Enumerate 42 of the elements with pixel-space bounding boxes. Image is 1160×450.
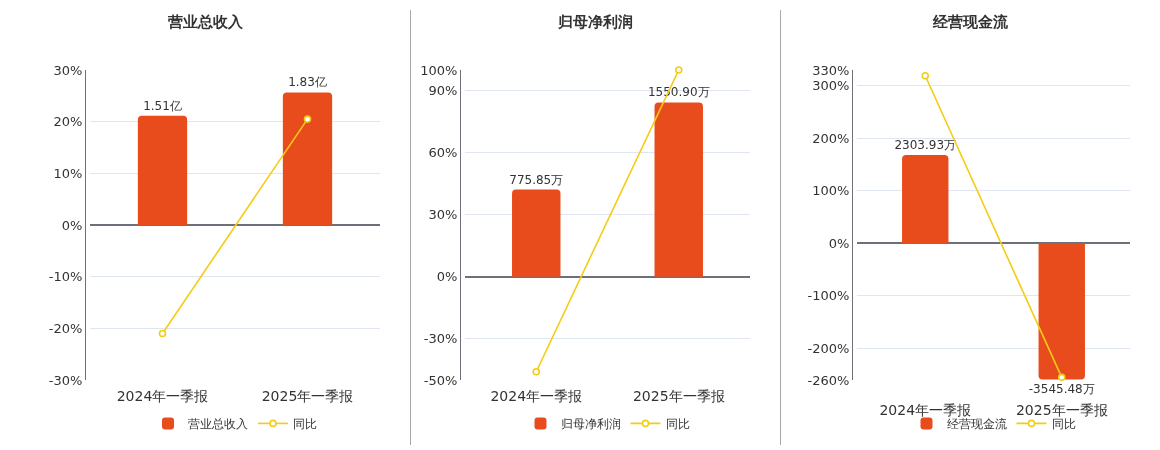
x-tick-label: 2024年一季报 (879, 402, 972, 418)
x-tick-label: 2025年一季报 (632, 388, 725, 404)
chart-title: 营业总收入 (166, 13, 244, 32)
y-tick-label: -30% (48, 372, 83, 388)
y-tick-label: -10% (48, 269, 83, 285)
y-tick-label: 20% (53, 114, 83, 130)
y-tick-label: 30% (53, 62, 83, 78)
y-tick-label: 0% (61, 217, 83, 233)
data-label: 775.85万 (509, 172, 564, 187)
x-tick-label: 2024年一季报 (116, 388, 209, 404)
y-tick-label: 60% (428, 145, 458, 161)
legend-label: 经营现金流 (946, 417, 1007, 432)
data-label: -3545.48万 (1028, 382, 1095, 397)
y-tick-label: -50% (423, 372, 458, 388)
y-tick-label: 100% (812, 183, 850, 199)
y-tick-label: 90% (428, 83, 458, 99)
y-tick-label: 100% (420, 62, 458, 78)
y-tick-label: -100% (807, 288, 850, 304)
x-tick-label: 2024年一季报 (490, 388, 583, 404)
y-tick-label: -20% (48, 320, 83, 336)
y-tick-label: 0% (436, 269, 458, 285)
y-tick-label: -30% (423, 331, 458, 347)
chart-title: 归母净利润 (556, 13, 633, 32)
y-tick-label: -260% (807, 372, 850, 388)
y-tick-label: 10% (53, 165, 83, 181)
x-tick-label: 2025年一季报 (1015, 402, 1108, 418)
y-tick-label: 300% (812, 78, 850, 94)
legend-label: 同比 (293, 417, 317, 432)
y-tick-label: 0% (828, 235, 850, 251)
legend-label: 同比 (1051, 417, 1076, 432)
y-tick-label: 30% (428, 207, 458, 223)
legend-label: 营业总收入 (188, 417, 248, 432)
legend-label: 同比 (665, 417, 690, 432)
data-label: 1.83亿 (288, 75, 327, 90)
chart-title: 经营现金流 (931, 13, 1009, 32)
data-label: 1.51亿 (143, 98, 182, 113)
data-label: 2303.93万 (894, 137, 957, 152)
y-tick-label: 200% (812, 130, 850, 146)
legend-label: 归母净利润 (560, 417, 621, 432)
y-tick-label: -200% (807, 341, 850, 357)
y-tick-label: 330% (812, 62, 850, 78)
x-tick-label: 2025年一季报 (261, 388, 354, 404)
